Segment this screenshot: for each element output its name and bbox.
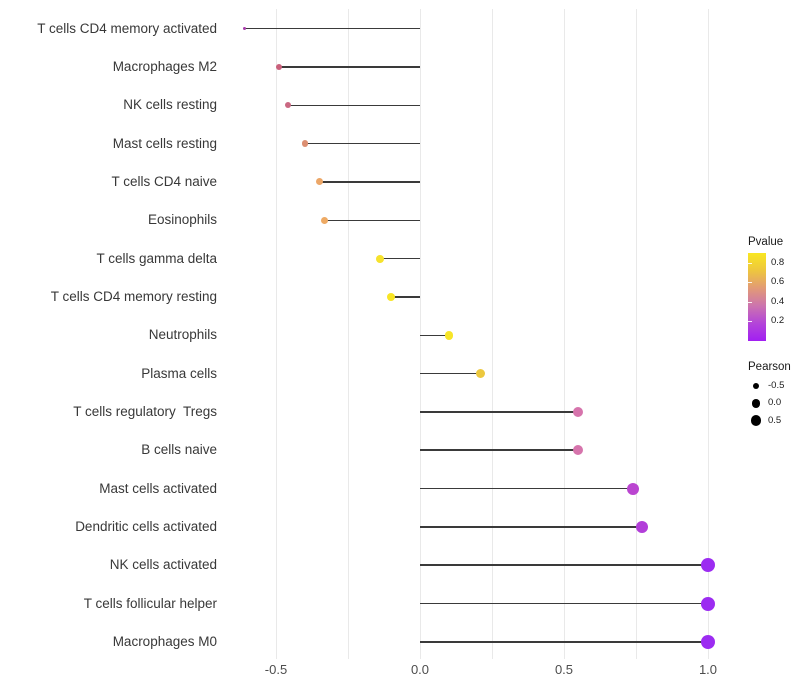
lollipop-dot — [242, 27, 246, 31]
lollipop-dot — [701, 596, 715, 611]
x-tick-label: 0.0 — [410, 662, 430, 677]
lollipop-stem — [420, 487, 634, 490]
lollipop-dot — [573, 406, 584, 417]
lollipop-stem — [420, 564, 708, 566]
category-label: Mast cells resting — [112, 135, 217, 151]
pvalue-tick-label: 0.4 — [771, 295, 785, 307]
lollipop-dot — [321, 216, 329, 224]
pearson-legend-dot — [750, 415, 762, 426]
lollipop-stem — [420, 449, 579, 451]
lollipop-stem — [287, 104, 420, 107]
lollipop-dot — [444, 331, 454, 340]
category-label: T cells regulatory Tregs — [73, 403, 217, 419]
lollipop-stem — [420, 641, 708, 643]
x-tick-label: -0.5 — [264, 662, 288, 677]
x-tick-label: 1.0 — [698, 662, 718, 677]
legend-panel: Pvalue 0.8 0.6 0.4 0.2 Pearson -0.5 0.0 0.5 — [740, 232, 800, 442]
x-gridline — [491, 9, 493, 659]
pvalue-tick-mark — [748, 282, 752, 284]
category-label: T cells follicular helper — [83, 595, 217, 611]
x-gridline — [347, 9, 349, 659]
category-label: Eosinophils — [147, 212, 217, 228]
pearson-legend-dot — [752, 382, 760, 390]
pvalue-tick-mark — [748, 321, 752, 323]
category-label: Neutrophils — [148, 327, 217, 343]
pvalue-tick-mark — [748, 301, 752, 303]
pearson-legend-title: Pearson — [748, 361, 791, 373]
x-gridline — [707, 9, 709, 659]
pearson-legend-dot — [751, 398, 761, 408]
lollipop-stem — [420, 602, 708, 605]
category-label: Plasma cells — [141, 365, 217, 381]
lollipop-dot — [701, 558, 715, 573]
category-label: Dendritic cells activated — [75, 518, 217, 534]
lollipop-dot — [627, 482, 640, 495]
pvalue-tick-mark — [748, 262, 752, 264]
lollipop-dot — [315, 178, 323, 186]
pearson-legend-label: 0.5 — [768, 414, 782, 426]
lollipop-stem — [379, 257, 420, 260]
lollipop-dot — [701, 634, 715, 649]
x-gridline — [563, 9, 565, 659]
lollipop-dot — [375, 254, 384, 263]
category-label: Mast cells activated — [99, 480, 217, 496]
lollipop-stem — [278, 66, 420, 68]
pvalue-colorbar — [748, 253, 766, 341]
lollipop-dot — [635, 520, 648, 533]
lollipop-stem — [319, 181, 420, 183]
x-tick-label: 0.5 — [554, 662, 574, 677]
lollipop-stem — [420, 411, 579, 413]
pvalue-tick-label: 0.2 — [771, 315, 785, 327]
lollipop-stem — [420, 334, 449, 336]
lollipop-stem — [420, 526, 642, 528]
lollipop-stem — [244, 27, 420, 30]
lollipop-dot — [475, 369, 485, 379]
lollipop-dot — [301, 140, 309, 147]
lollipop-stem — [391, 296, 420, 298]
lollipop-stem — [304, 142, 420, 145]
category-label: T cells CD4 memory resting — [50, 288, 217, 304]
category-label: Macrophages M2 — [112, 59, 217, 75]
category-label: B cells naive — [141, 442, 217, 458]
lollipop-dot — [275, 64, 282, 71]
x-gridline — [635, 9, 637, 659]
pvalue-tick-label: 0.6 — [771, 276, 785, 288]
pvalue-tick-label: 0.8 — [771, 256, 785, 268]
category-label: T cells CD4 naive — [111, 173, 217, 189]
category-label: T cells CD4 memory activated — [37, 20, 217, 36]
lollipop-stem — [420, 372, 481, 375]
x-gridline — [275, 9, 277, 659]
lollipop-dot — [387, 292, 396, 301]
pvalue-legend-title: Pvalue — [748, 236, 784, 248]
category-label: T cells gamma delta — [96, 250, 217, 266]
pearson-legend-label: 0.0 — [768, 397, 782, 409]
category-label: NK cells resting — [123, 97, 217, 113]
lollipop-dot — [284, 102, 291, 109]
lollipop-dot — [573, 445, 584, 456]
x-gridline — [419, 9, 421, 659]
lollipop-stem — [324, 219, 420, 222]
category-label: NK cells activated — [109, 557, 217, 573]
category-label: Macrophages M0 — [112, 633, 217, 649]
pearson-legend-label: -0.5 — [768, 380, 785, 391]
